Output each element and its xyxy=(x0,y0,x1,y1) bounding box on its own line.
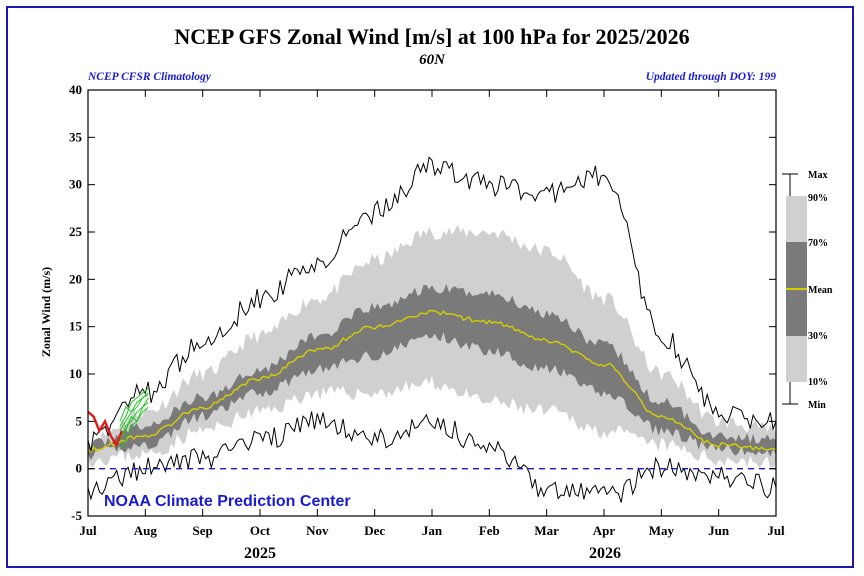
y-tick-label: 15 xyxy=(69,319,83,334)
chart-frame xyxy=(6,6,854,568)
forecast-member-line xyxy=(119,406,149,450)
band-30-70 xyxy=(88,283,776,461)
updated-note: Updated through DOY: 199 xyxy=(646,71,776,83)
x-tick-label: Jan xyxy=(422,523,443,538)
chart-title: NCEP GFS Zonal Wind [m/s] at 100 hPa for… xyxy=(174,24,689,49)
x-tick-label: Jul xyxy=(767,523,785,538)
legend-mean-label: Mean xyxy=(808,285,833,296)
legend-min-label: Min xyxy=(808,400,826,411)
x-tick-label: Oct xyxy=(250,523,271,538)
year-label-2026: 2026 xyxy=(589,545,621,562)
forecast-member-line xyxy=(119,394,149,422)
legend-max-label: Max xyxy=(808,170,827,181)
y-tick-label: 20 xyxy=(69,271,82,286)
chart-subtitle: 60N xyxy=(419,52,446,68)
min-line xyxy=(87,411,777,503)
credit-label: NOAA Climate Prediction Center xyxy=(104,493,351,510)
x-tick-label: Feb xyxy=(479,523,500,538)
mean-line xyxy=(87,309,777,454)
legend-p30-label: 30% xyxy=(808,331,828,342)
y-tick-label: 10 xyxy=(69,366,82,381)
legend-p90-label: 90% xyxy=(808,193,828,204)
forecast-member-line xyxy=(119,397,149,436)
x-tick-label: Sep xyxy=(193,523,213,538)
x-tick-label: Nov xyxy=(306,523,329,538)
y-tick-label: 30 xyxy=(69,177,82,192)
y-axis-label: Zonal Wind (m/s) xyxy=(39,267,53,357)
plot-area: -5 0 5 10 15 20 25 30 35 40 Jul Aug Sep Oct Nov Dec Jan F… xyxy=(69,82,785,538)
y-tick-label: 25 xyxy=(69,224,83,239)
x-tick-label: Jul xyxy=(79,523,97,538)
y-tick-label: 5 xyxy=(76,413,83,428)
y-tick-label: 40 xyxy=(69,82,82,97)
x-tick-label: Apr xyxy=(593,523,616,538)
x-tick-label: Jun xyxy=(708,523,730,538)
climatology-note: NCEP CFSR Climatology xyxy=(87,71,212,83)
y-tick-label: 0 xyxy=(76,461,83,476)
y-tick-label: -5 xyxy=(71,508,82,523)
observed-line xyxy=(87,410,124,448)
x-tick-label: Dec xyxy=(364,523,385,538)
legend-p70-label: 70% xyxy=(808,238,828,249)
forecast-member-line xyxy=(119,387,149,427)
x-tick-label: May xyxy=(649,523,675,538)
x-tick-label: Aug xyxy=(134,523,158,538)
year-label-2025: 2025 xyxy=(244,545,276,562)
max-line xyxy=(87,156,777,452)
x-tick-label: Mar xyxy=(534,523,559,538)
y-tick-label: 35 xyxy=(69,129,83,144)
band-10-90 xyxy=(88,224,776,468)
legend: Max 90% 70% Mean 30% 10% Min xyxy=(782,170,833,411)
legend-p10-label: 10% xyxy=(808,377,828,388)
